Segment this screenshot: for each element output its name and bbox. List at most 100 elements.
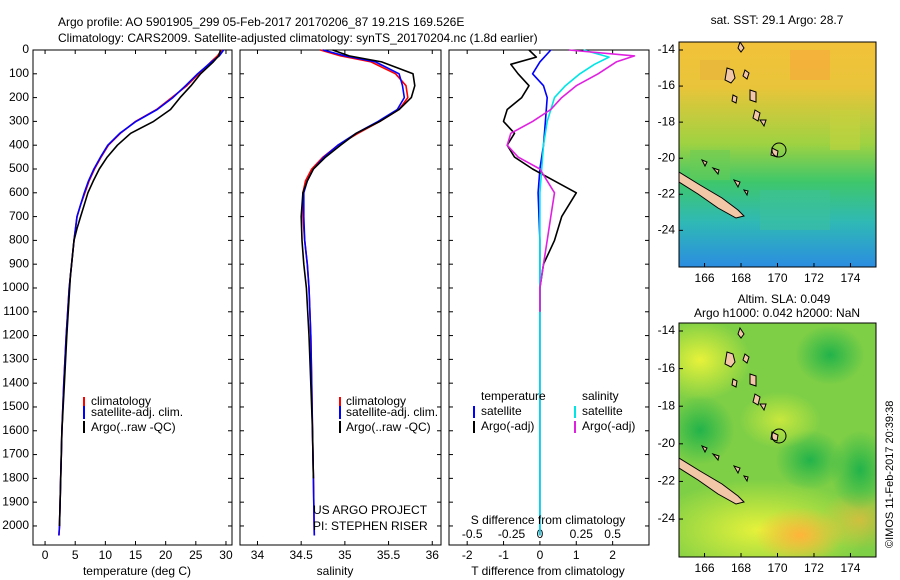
- x-tick-label: 35.5: [377, 548, 401, 562]
- x-tick-label: 10: [99, 548, 113, 562]
- legend-temperature-group: temperature: [481, 389, 546, 403]
- plot-frame: [239, 49, 442, 546]
- x-tick-label: 34.5: [289, 548, 313, 562]
- argo-position-marker: [771, 142, 787, 158]
- sla-map-axes: 166 168 170 172 174 -14 -16 -18 -20 -22 -24: [658, 323, 861, 575]
- legend-salinity-group: salinity: [582, 389, 619, 403]
- map-x-tick-label: 166: [695, 271, 715, 285]
- difference-xlabel-top: S difference from climatology: [471, 513, 626, 527]
- map-x-tick-label: 170: [767, 271, 787, 285]
- salinity-tick-label: -0.5: [462, 527, 483, 541]
- x-tick-label: 20: [159, 548, 173, 562]
- depth-tick-label: 1400: [2, 375, 29, 389]
- salinity-tick-label: 0.25: [570, 527, 594, 541]
- depth-tick-label: 1600: [2, 423, 29, 437]
- header-line1: Argo profile: AO 5901905_299 05-Feb-2017…: [58, 15, 464, 29]
- legend-satellite: satellite-adj. clim.: [346, 405, 438, 419]
- series-line-argo-raw-qc: [300, 49, 416, 479]
- pi-annotation: PI: STEPHEN RISER: [313, 519, 428, 533]
- legend-t-satellite: satellite: [481, 404, 522, 418]
- sst-noise: [690, 50, 860, 230]
- map-y-tick-label: -14: [658, 42, 676, 56]
- series-line-climatology: [302, 49, 409, 536]
- map-y-tick-label: -24: [658, 223, 676, 237]
- salinity-xlabel: salinity: [317, 564, 354, 578]
- x-tick-label: 1: [573, 548, 580, 562]
- x-tick-label: -1: [498, 548, 509, 562]
- temperature-xlabel: temperature (deg C): [83, 564, 191, 578]
- series-line-salinity-satellite: [539, 49, 610, 536]
- depth-tick-label: 1500: [2, 399, 29, 413]
- salinity-tick-label: -0.25: [498, 527, 526, 541]
- sst-map: [678, 41, 877, 268]
- depth-tick-label: 700: [9, 209, 29, 223]
- map-x-tick-label: 170: [767, 561, 787, 575]
- depth-tick-label: 1100: [3, 304, 29, 318]
- map-y-tick-label: -20: [658, 150, 676, 164]
- series-line-satellite-adj-clim: [302, 49, 406, 536]
- depth-tick-label: 200: [9, 90, 29, 104]
- x-tick-label: 2: [609, 548, 616, 562]
- legend-t-argo: Argo(-adj): [481, 419, 534, 433]
- series-line-temperature-satellite: [531, 49, 552, 536]
- legend-s-argo: Argo(-adj): [582, 419, 635, 433]
- depth-tick-label: 1300: [2, 352, 29, 366]
- depth-tick-label: 1000: [2, 280, 29, 294]
- legend-s-satellite: satellite: [582, 404, 623, 418]
- header-line2: Climatology: CARS2009. Satellite-adjuste…: [58, 31, 538, 45]
- map-x-tick-label: 168: [731, 561, 751, 575]
- sla-map-title1: Altim. SLA: 0.049: [738, 292, 831, 306]
- x-tick-label: 5: [72, 548, 79, 562]
- map-y-tick-label: -18: [658, 114, 676, 128]
- series-line-satellite-adj-clim: [58, 49, 225, 536]
- map-y-tick-label: -20: [658, 436, 676, 450]
- legend-satellite: satellite-adj. clim.: [91, 405, 183, 419]
- map-y-tick-label: -24: [658, 511, 676, 525]
- x-tick-label: 34: [251, 548, 265, 562]
- imos-timestamp: ©IMOS 11-Feb-2017 20:39:38: [884, 401, 896, 548]
- map-x-tick-label: 174: [840, 561, 860, 575]
- depth-tick-label: 300: [9, 114, 29, 128]
- depth-tick-label: 600: [9, 185, 29, 199]
- depth-tick-label: 500: [9, 161, 29, 175]
- series-line-argo-raw-qc: [58, 49, 222, 527]
- series-line-climatology: [58, 49, 223, 536]
- salinity-tick-label: 0.5: [604, 527, 621, 541]
- x-tick-label: 30: [219, 548, 233, 562]
- depth-tick-label: 400: [9, 137, 29, 151]
- sla-coastlines: [679, 326, 787, 505]
- depth-tick-label: 0: [22, 42, 29, 56]
- map-y-tick-label: -16: [658, 78, 676, 92]
- sst-coastlines: [679, 42, 787, 219]
- map-y-tick-label: -16: [658, 361, 676, 375]
- depth-tick-label: 1800: [2, 471, 29, 485]
- legend-argo: Argo(..raw -QC): [346, 420, 431, 434]
- depth-tick-label: 800: [9, 233, 29, 247]
- temperature-panel: 0100200300400500600700800900100011001200…: [2, 42, 233, 562]
- x-tick-label: 36: [426, 548, 440, 562]
- sla-map-title2: Argo h1000: 0.042 h2000: NaN: [694, 306, 860, 320]
- argo-position-marker: [771, 428, 787, 444]
- depth-tick-label: 2000: [2, 518, 29, 532]
- map-x-tick-label: 168: [731, 271, 751, 285]
- map-y-tick-label: -22: [658, 186, 676, 200]
- depth-tick-label: 900: [9, 256, 29, 270]
- depth-tick-label: 1700: [2, 447, 29, 461]
- legend-climatology: climatology: [346, 394, 406, 408]
- sst-map-title: sat. SST: 29.1 Argo: 28.7: [711, 13, 844, 27]
- depth-tick-label: 1200: [2, 328, 29, 342]
- depth-tick-label: 100: [9, 66, 29, 80]
- x-tick-label: -2: [462, 548, 473, 562]
- sst-map-axes: 166 168 170 172 174 -14 -16 -18 -20 -22 -24: [658, 42, 861, 285]
- x-tick-label: 0: [42, 548, 49, 562]
- difference-legend: temperature salinity satellite Argo(-adj…: [473, 389, 635, 433]
- map-y-tick-label: -22: [658, 474, 676, 488]
- x-tick-label: 25: [189, 548, 203, 562]
- map-x-tick-label: 172: [804, 561, 824, 575]
- difference-panel: -2 -1 0 1 2-0.5 -0.25 0 0.25 0.5: [448, 49, 650, 562]
- legend-argo: Argo(..raw -QC): [91, 420, 176, 434]
- sla-map: [678, 322, 877, 558]
- map-x-tick-label: 172: [804, 271, 824, 285]
- map-x-tick-label: 166: [695, 561, 715, 575]
